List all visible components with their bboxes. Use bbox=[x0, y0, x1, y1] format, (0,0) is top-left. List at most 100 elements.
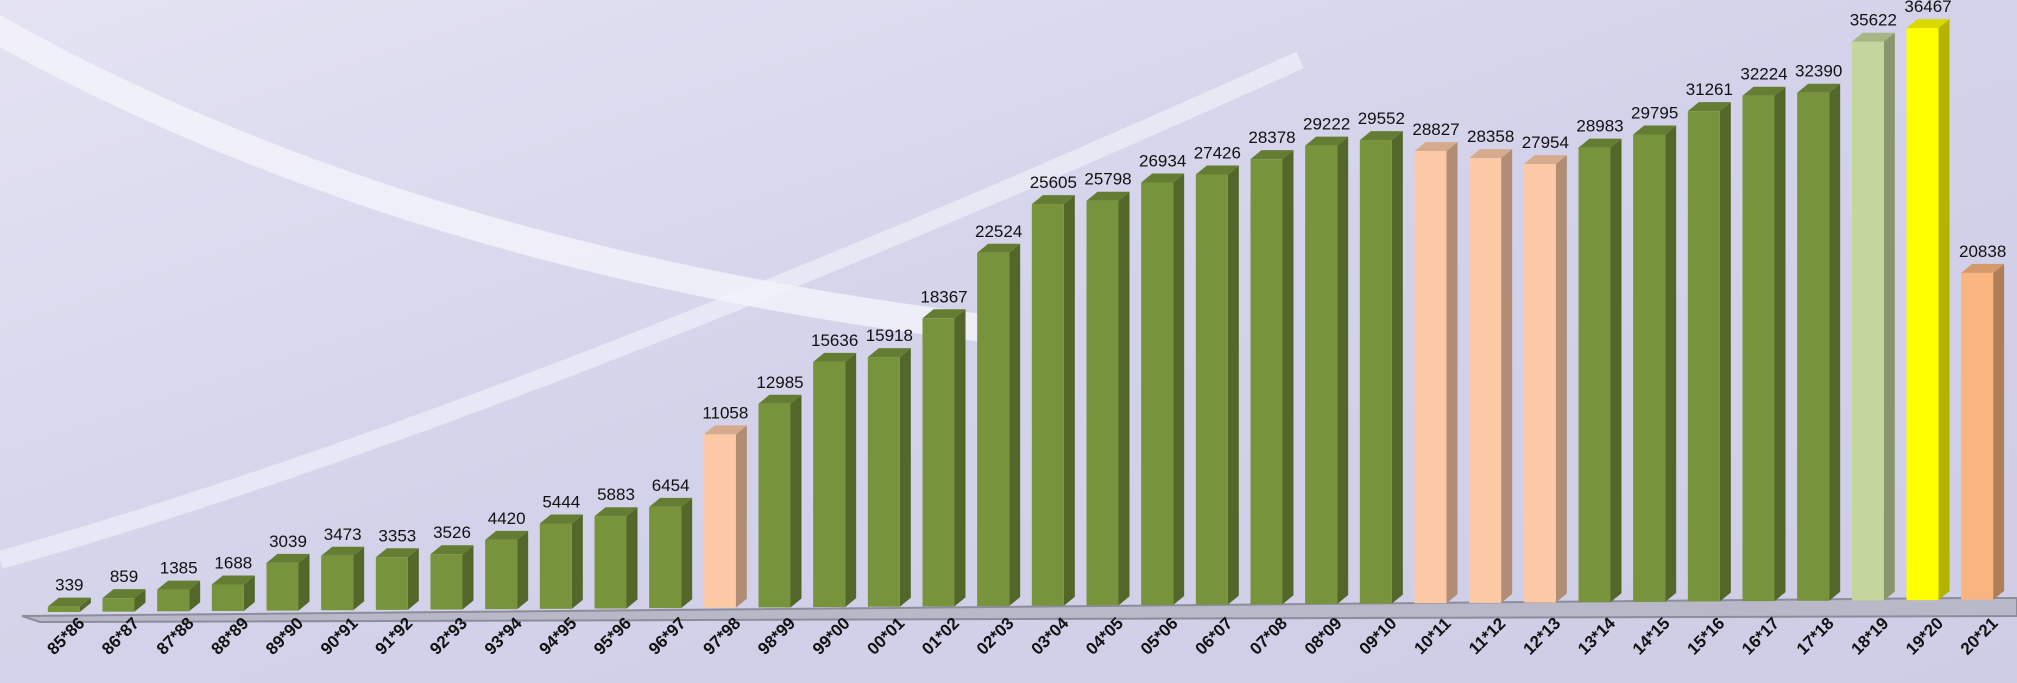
bar-top bbox=[1578, 138, 1622, 148]
bar-side bbox=[1501, 149, 1513, 603]
bar-top bbox=[157, 580, 201, 590]
bar bbox=[649, 506, 682, 609]
bar-side bbox=[571, 514, 583, 609]
bar-top bbox=[1086, 191, 1130, 201]
bar-side bbox=[1993, 263, 2005, 600]
bar-side bbox=[462, 545, 474, 610]
bar bbox=[1687, 111, 1720, 602]
bar-side bbox=[899, 348, 911, 607]
bar bbox=[1578, 147, 1611, 603]
bar-top bbox=[1031, 195, 1075, 205]
value-label: 36467 bbox=[1904, 0, 1951, 16]
bar bbox=[430, 554, 463, 610]
value-label: 5883 bbox=[597, 485, 635, 504]
value-label: 32224 bbox=[1740, 65, 1787, 84]
bar-top bbox=[1961, 263, 2005, 273]
bar-side bbox=[681, 497, 693, 609]
bar-side bbox=[735, 425, 747, 608]
value-label: 29795 bbox=[1631, 104, 1678, 123]
bar bbox=[1469, 158, 1502, 603]
bar bbox=[485, 539, 518, 610]
value-label: 29222 bbox=[1303, 115, 1350, 134]
bar-side bbox=[1227, 165, 1239, 605]
bar bbox=[321, 555, 354, 611]
value-label: 4420 bbox=[488, 509, 526, 528]
value-label: 28378 bbox=[1248, 128, 1295, 147]
bar bbox=[1797, 92, 1830, 601]
value-label: 28983 bbox=[1576, 117, 1623, 136]
bar-top bbox=[922, 309, 966, 319]
bar bbox=[703, 434, 736, 608]
bar bbox=[922, 318, 955, 607]
bar bbox=[813, 361, 846, 608]
bar-side bbox=[1829, 83, 1841, 601]
value-label: 12985 bbox=[756, 373, 803, 392]
bar bbox=[1305, 145, 1338, 604]
bar bbox=[1523, 164, 1556, 603]
value-label: 3353 bbox=[378, 526, 416, 545]
value-label: 28827 bbox=[1412, 120, 1459, 139]
bar-side bbox=[298, 553, 310, 611]
bar-top bbox=[977, 243, 1021, 253]
value-label: 25605 bbox=[1030, 173, 1077, 192]
value-label: 27426 bbox=[1194, 143, 1241, 162]
bar-side bbox=[1719, 102, 1731, 602]
bar-side bbox=[1938, 19, 1950, 601]
background-arc bbox=[0, 51, 1304, 569]
bar-side bbox=[954, 309, 966, 607]
bar-top bbox=[1633, 125, 1677, 135]
bar-side bbox=[790, 394, 802, 608]
bar-side bbox=[1446, 142, 1458, 604]
bar-side bbox=[1118, 191, 1130, 606]
bar-top bbox=[813, 352, 857, 362]
bar bbox=[1961, 272, 1994, 600]
bar-top bbox=[430, 545, 474, 555]
value-label: 28358 bbox=[1467, 127, 1514, 146]
bar bbox=[1141, 182, 1174, 605]
bar-top bbox=[1797, 83, 1841, 93]
bar-top bbox=[867, 348, 911, 358]
bar-side bbox=[407, 548, 419, 610]
bar bbox=[157, 589, 190, 612]
bar-top bbox=[321, 546, 365, 556]
bar-top bbox=[1414, 142, 1458, 152]
value-label: 18367 bbox=[920, 287, 967, 306]
bar bbox=[758, 403, 791, 608]
bar bbox=[375, 557, 408, 610]
bar-side bbox=[1173, 173, 1185, 605]
bar-side bbox=[243, 575, 255, 611]
bar-side bbox=[79, 597, 91, 612]
value-label: 15636 bbox=[811, 331, 858, 350]
bar-top bbox=[758, 394, 802, 404]
bar bbox=[594, 516, 627, 609]
bar-side bbox=[1883, 32, 1895, 601]
bar-side bbox=[1774, 86, 1786, 602]
value-label: 3473 bbox=[324, 525, 362, 544]
bar bbox=[1633, 134, 1666, 602]
bar-top bbox=[102, 589, 146, 599]
bar bbox=[1851, 41, 1884, 601]
value-label: 26934 bbox=[1139, 152, 1186, 171]
bar-top bbox=[1469, 149, 1513, 159]
bar-top bbox=[211, 575, 255, 585]
bar-side bbox=[1009, 243, 1021, 607]
bar-top bbox=[1141, 173, 1185, 183]
bar-top bbox=[266, 553, 310, 563]
bar-top bbox=[375, 548, 419, 558]
value-label: 29552 bbox=[1358, 109, 1405, 128]
value-label: 20838 bbox=[1959, 242, 2006, 261]
bar-side bbox=[1337, 136, 1349, 604]
value-label: 6454 bbox=[652, 476, 690, 495]
value-label: 1385 bbox=[160, 559, 198, 578]
bar-top bbox=[703, 425, 747, 435]
bar bbox=[47, 606, 80, 612]
value-label: 25798 bbox=[1084, 170, 1131, 189]
value-label: 22524 bbox=[975, 222, 1022, 241]
bar-top bbox=[1742, 86, 1786, 96]
bar-side bbox=[353, 546, 365, 611]
bar bbox=[539, 523, 572, 609]
bar-side bbox=[1063, 195, 1075, 606]
value-label: 32390 bbox=[1795, 62, 1842, 81]
bar bbox=[1086, 200, 1119, 606]
